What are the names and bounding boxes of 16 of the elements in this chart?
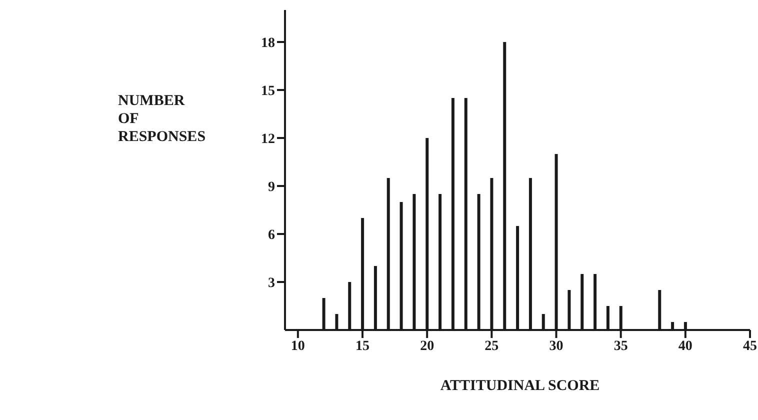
y-axis-title: NUMBER OF RESPONSES bbox=[118, 92, 206, 146]
x-tick-label: 30 bbox=[549, 338, 564, 354]
x-tick-label: 10 bbox=[290, 338, 305, 354]
x-tick-label: 40 bbox=[678, 338, 692, 354]
x-tick-label: 45 bbox=[743, 338, 757, 354]
y-tick-label: 9 bbox=[268, 180, 275, 195]
x-axis-title: ATTITUDINAL SCORE bbox=[439, 378, 601, 395]
y-tick-label: 3 bbox=[268, 276, 275, 291]
x-tick-label: 25 bbox=[484, 338, 499, 354]
x-tick-label: 35 bbox=[614, 338, 628, 354]
x-tick-label: 20 bbox=[420, 338, 434, 354]
y-tick-label: 15 bbox=[261, 84, 275, 99]
y-tick-label: 18 bbox=[261, 36, 275, 51]
y-tick-label: 12 bbox=[261, 132, 275, 147]
x-tick-label: 15 bbox=[356, 338, 370, 354]
y-tick-label: 6 bbox=[268, 228, 275, 243]
